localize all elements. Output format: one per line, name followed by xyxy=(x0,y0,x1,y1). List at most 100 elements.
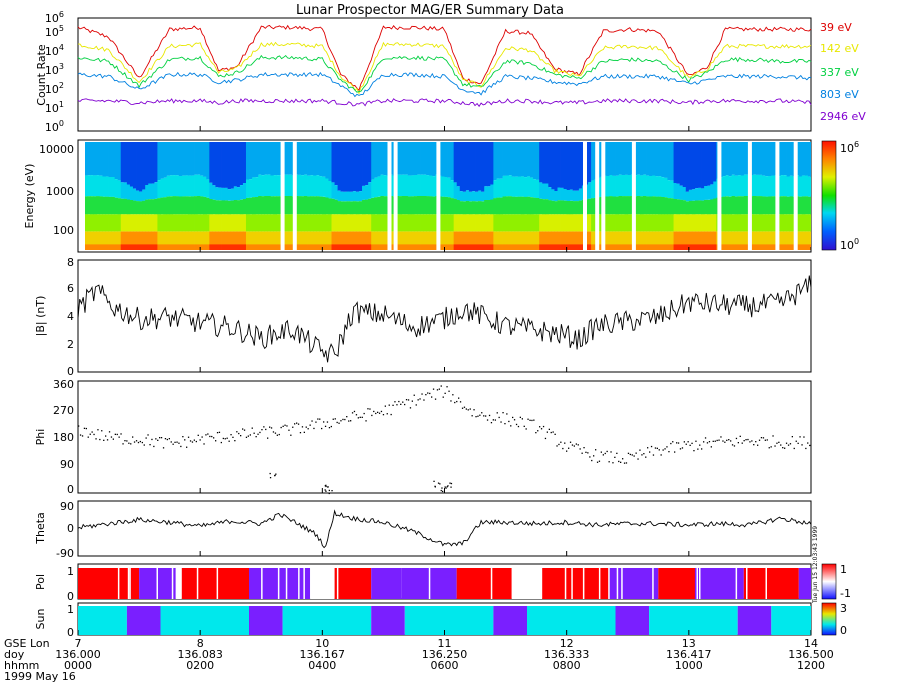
spectrogram-cell xyxy=(154,244,158,250)
phi-point xyxy=(760,437,763,439)
phi-point xyxy=(357,417,359,419)
spectrogram-cell xyxy=(523,142,528,178)
phi-point xyxy=(768,447,770,449)
spectrogram-cell xyxy=(664,214,668,232)
spectrogram-cell xyxy=(368,198,372,215)
spectrogram-cell xyxy=(148,244,152,250)
spectrogram-cell xyxy=(313,142,317,176)
spectrogram-cell xyxy=(471,191,476,202)
spectrogram-cell xyxy=(285,142,290,175)
spectrogram-cell xyxy=(609,175,613,197)
spectrogram-cell xyxy=(441,142,445,177)
spectrogram-cell xyxy=(209,244,213,250)
phi-point xyxy=(201,436,203,438)
spectrogram-cell xyxy=(368,231,372,245)
spectrogram-cell xyxy=(145,185,149,200)
spectrogram-cell xyxy=(459,214,464,232)
spectrogram-cell xyxy=(325,197,329,215)
spectrogram-cell xyxy=(493,142,497,181)
phi-point xyxy=(772,435,774,437)
spectrogram-cell xyxy=(588,182,592,199)
spectrogram-cell xyxy=(481,244,485,250)
spectrogram-cell xyxy=(163,214,167,232)
spectrogram-cell xyxy=(78,232,81,245)
phi-point xyxy=(205,434,207,436)
spectrogram-cell xyxy=(200,196,204,215)
spectrogram-cell xyxy=(505,142,510,176)
spectrogram-cell xyxy=(276,231,280,245)
spectrogram-cell xyxy=(178,231,183,245)
spectrogram-cell xyxy=(612,244,616,250)
spectrogram-cell xyxy=(673,214,678,232)
spectrogram-cell xyxy=(203,196,207,215)
spectrogram-cell xyxy=(740,175,745,197)
spectrogram-cell xyxy=(554,142,558,191)
axis-tick-label: 8 xyxy=(197,637,204,650)
phi-point xyxy=(602,454,604,456)
axis-tick-label: 0600 xyxy=(431,659,459,672)
spectrogram-cell xyxy=(316,142,320,176)
sun-colorbar-min: 0 xyxy=(840,624,847,637)
spectrogram-colorbar xyxy=(821,140,837,251)
spectrogram-cell xyxy=(166,244,171,250)
spectrogram-cell xyxy=(520,142,525,177)
phi-point xyxy=(708,441,711,443)
spectrogram-cell xyxy=(148,214,152,232)
spectrogram-cell xyxy=(673,183,678,199)
phi-point xyxy=(81,435,84,437)
phi-point xyxy=(789,443,792,445)
spectrogram-cell xyxy=(676,199,681,215)
spectrogram-cell xyxy=(209,231,213,245)
phi-outlier-point xyxy=(325,490,327,492)
spectrogram-cell xyxy=(701,244,705,250)
spectrogram-cell xyxy=(410,142,415,176)
spectrogram-cell xyxy=(273,244,277,250)
spectrogram-cell xyxy=(502,214,506,232)
spectrogram-cell xyxy=(145,214,149,232)
energy-ylabel: Energy (eV) xyxy=(23,164,36,229)
spectrogram-cell xyxy=(676,244,681,250)
spectrogram-cell xyxy=(310,244,314,250)
phi-point xyxy=(359,416,361,418)
phi-point xyxy=(450,400,452,402)
spectrogram-cell xyxy=(245,214,250,232)
phi-point xyxy=(691,442,693,444)
phi-point xyxy=(554,433,556,435)
phi-point xyxy=(498,416,500,419)
spectrogram-cell xyxy=(142,189,146,201)
pol-flicker xyxy=(608,568,610,599)
spectrogram-cell xyxy=(358,191,363,202)
spectrogram-cell xyxy=(734,142,739,176)
count-series-2946-ev xyxy=(77,98,812,108)
spectrogram-cell xyxy=(612,196,616,215)
spectrogram-cell xyxy=(496,178,500,198)
phi-point xyxy=(577,444,579,446)
spectrogram-cell xyxy=(212,142,216,186)
spectrogram-cell xyxy=(475,142,479,192)
spectrogram-cell xyxy=(725,142,729,176)
count-tick-6: 106 xyxy=(45,10,64,25)
theta-tick-0: 0 xyxy=(67,522,74,535)
spectrogram-cell xyxy=(349,201,354,215)
spectrogram-cell xyxy=(548,187,552,201)
spectrogram-cell xyxy=(87,142,91,176)
spectrogram-cell xyxy=(566,190,571,201)
spectrogram-cell xyxy=(191,142,195,176)
phi-point xyxy=(85,427,87,430)
spectrogram-cell xyxy=(563,244,568,250)
spectrogram-cell xyxy=(242,199,247,215)
spectrogram-cell xyxy=(429,244,433,250)
phi-point xyxy=(537,430,539,432)
spectrogram-cell xyxy=(752,174,757,196)
spectrogram-cell xyxy=(413,214,418,232)
spectrogram-cell xyxy=(187,196,192,215)
spectrogram-cell xyxy=(569,142,574,190)
spectrogram-cell xyxy=(588,231,592,245)
spectrogram-cell xyxy=(191,244,195,250)
phi-point xyxy=(230,434,232,436)
spectrogram-cell xyxy=(545,214,549,232)
spectrogram-cell xyxy=(639,142,644,176)
axis-tick-label: 136.333 xyxy=(544,648,590,661)
spectrogram-cell xyxy=(667,231,671,245)
sun-segment xyxy=(249,606,283,635)
